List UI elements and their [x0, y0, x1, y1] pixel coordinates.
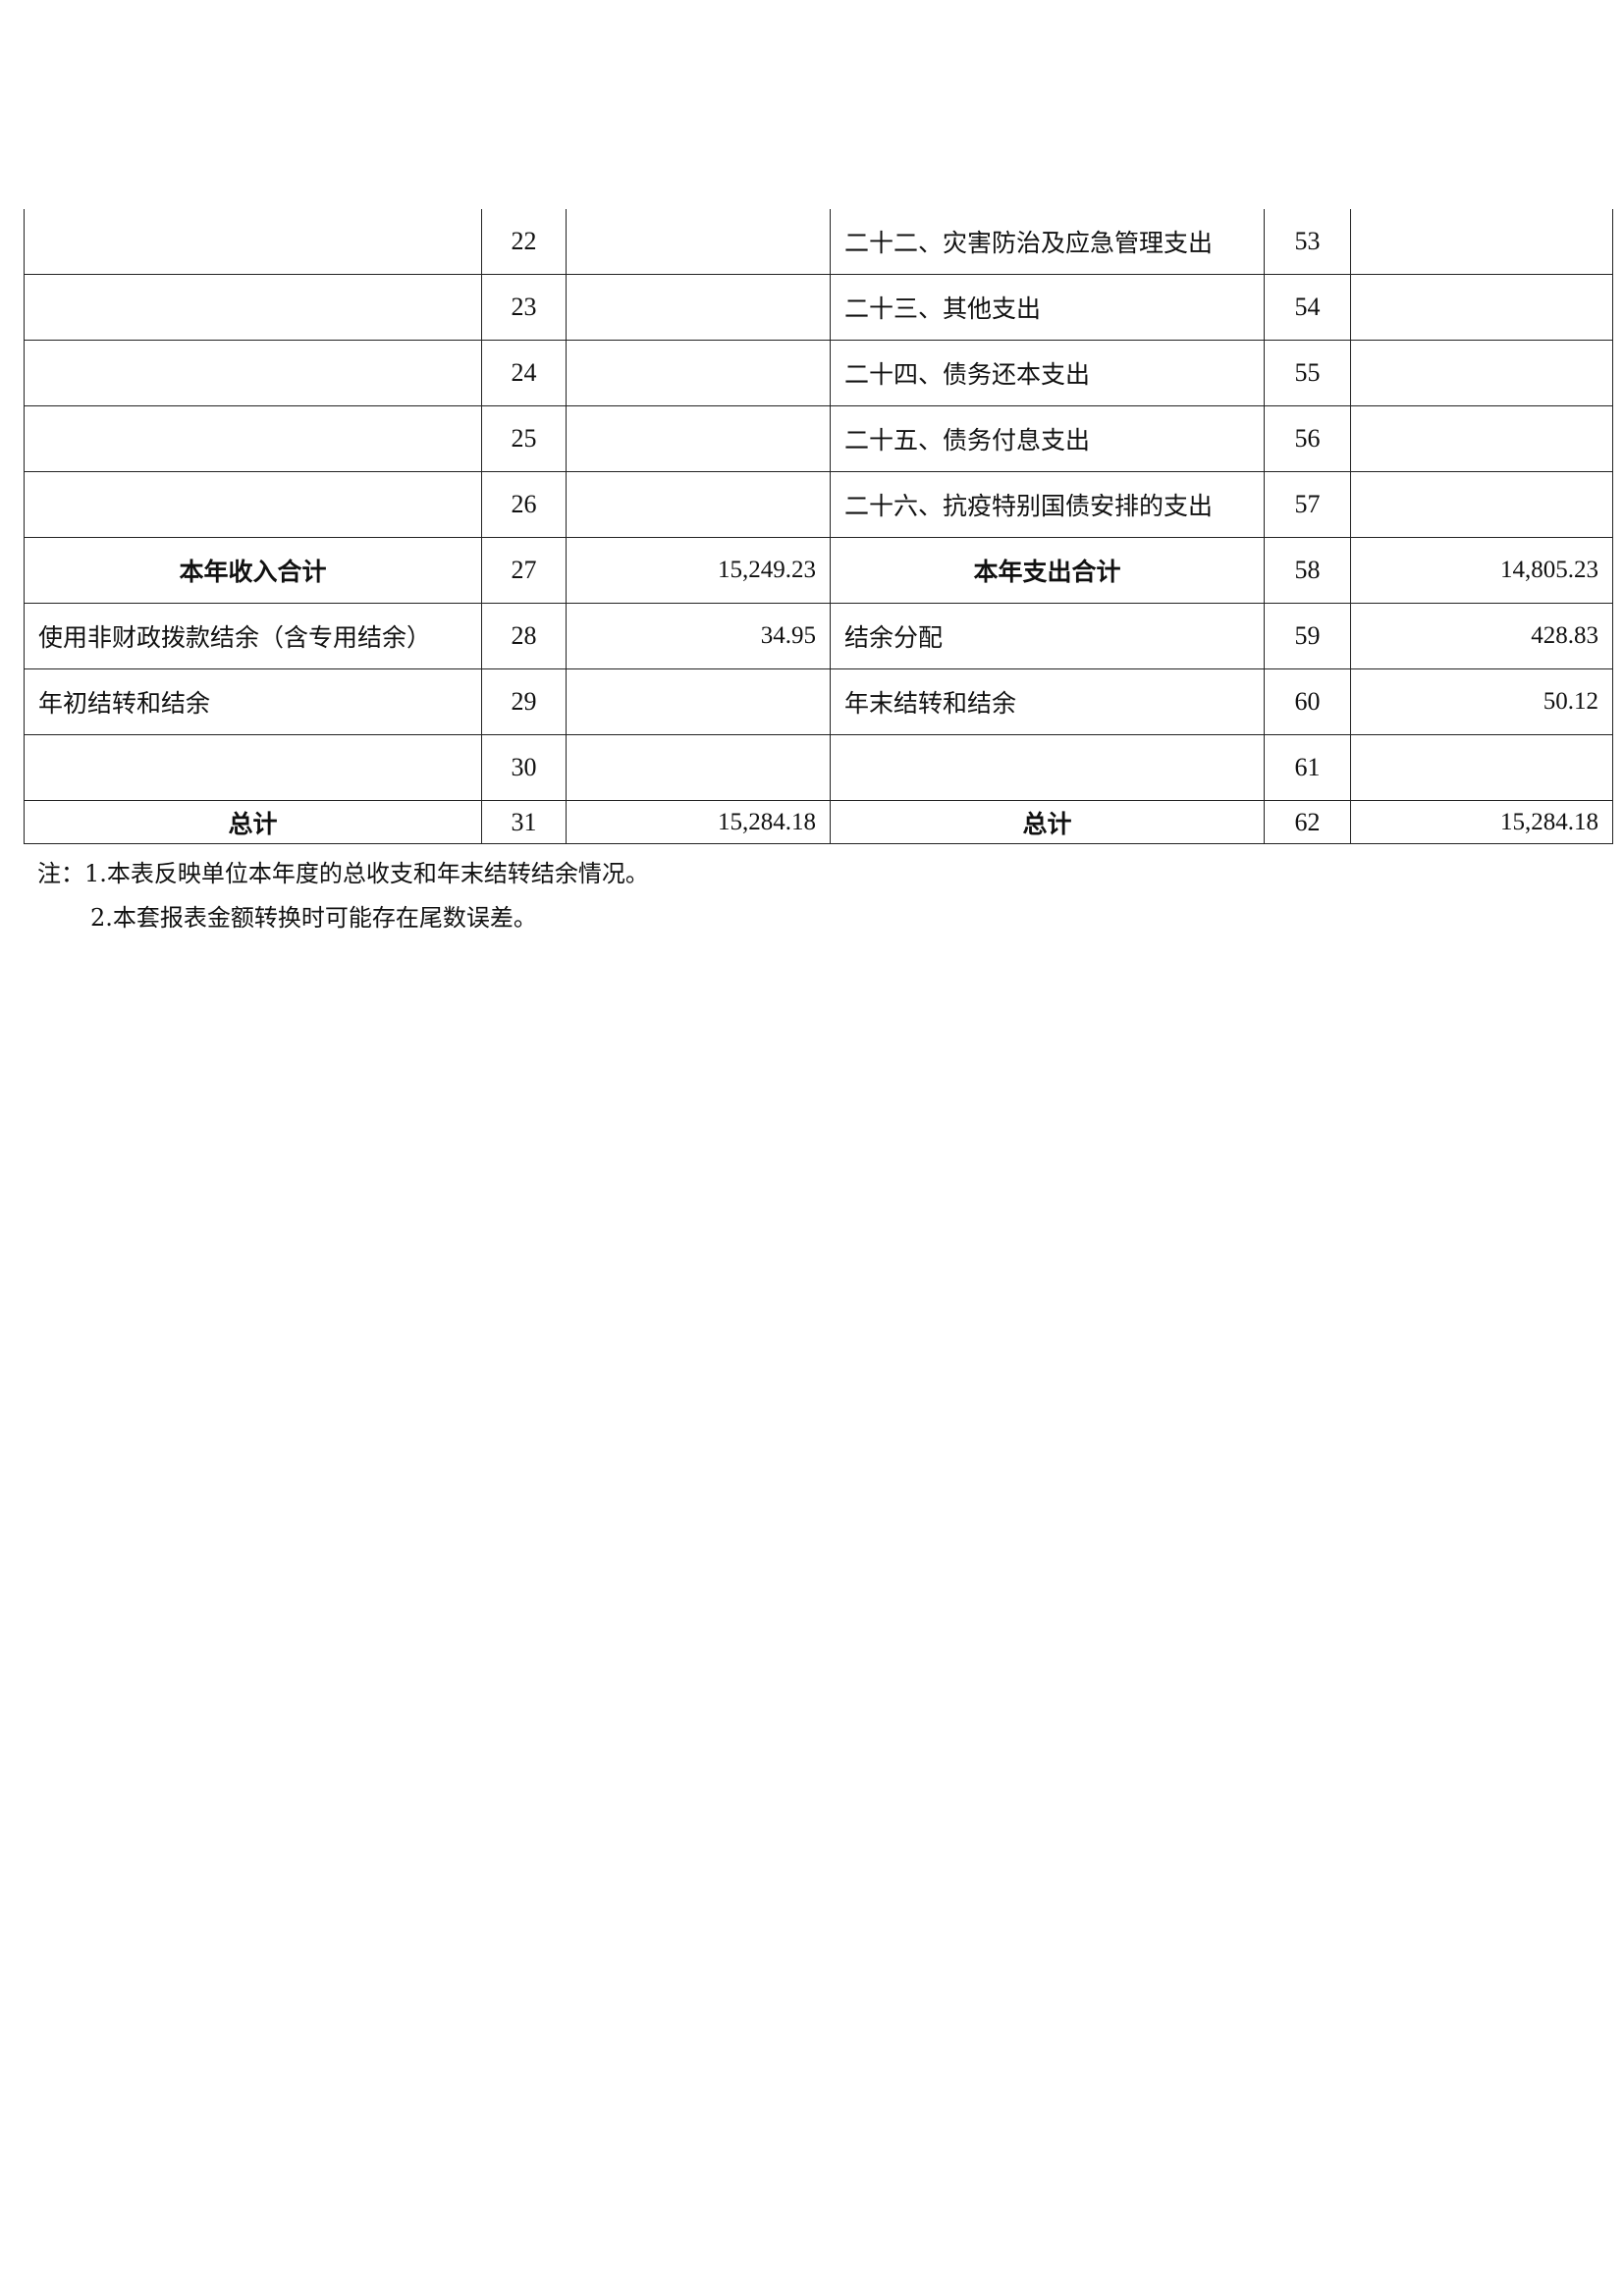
expenditure-amount — [1350, 471, 1613, 538]
income-item-label — [24, 734, 482, 801]
income-line-number: 23 — [481, 274, 567, 341]
income-line-number: 27 — [481, 537, 567, 604]
expenditure-item-label: 二十六、抗疫特别国债安排的支出 — [830, 471, 1265, 538]
income-amount — [566, 668, 831, 735]
income-item-label — [24, 340, 482, 406]
table-row: 年初结转和结余 29 年末结转和结余 60 50.12 — [24, 668, 1613, 735]
expenditure-line-number: 59 — [1264, 603, 1351, 669]
income-item-label — [24, 209, 482, 275]
expenditure-amount — [1350, 274, 1613, 341]
income-item-label: 总计 — [24, 800, 482, 844]
income-item-label — [24, 405, 482, 472]
income-amount — [566, 340, 831, 406]
income-item-label: 年初结转和结余 — [24, 668, 482, 735]
income-item-label: 使用非财政拨款结余（含专用结余） — [24, 603, 482, 669]
income-line-number: 31 — [481, 800, 567, 844]
expenditure-amount: 15,284.18 — [1350, 800, 1613, 844]
expenditure-item-label: 二十四、债务还本支出 — [830, 340, 1265, 406]
expenditure-amount — [1350, 340, 1613, 406]
income-amount — [566, 734, 831, 801]
expenditure-line-number: 60 — [1264, 668, 1351, 735]
income-item-label — [24, 274, 482, 341]
expenditure-line-number: 56 — [1264, 405, 1351, 472]
income-expenditure-table: 22 二十二、灾害防治及应急管理支出 53 23 二十三、其他支出 54 24 二十四、债务还… — [24, 209, 1613, 844]
expenditure-line-number: 55 — [1264, 340, 1351, 406]
income-item-label — [24, 471, 482, 538]
income-amount — [566, 471, 831, 538]
income-amount — [566, 209, 831, 275]
expenditure-line-number: 57 — [1264, 471, 1351, 538]
expenditure-amount — [1350, 734, 1613, 801]
expenditure-amount: 428.83 — [1350, 603, 1613, 669]
table-row: 23 二十三、其他支出 54 — [24, 274, 1613, 341]
table-row: 使用非财政拨款结余（含专用结余） 28 34.95 结余分配 59 428.83 — [24, 603, 1613, 669]
expenditure-item-label — [830, 734, 1265, 801]
income-amount — [566, 274, 831, 341]
expenditure-line-number: 61 — [1264, 734, 1351, 801]
expenditure-item-label: 年末结转和结余 — [830, 668, 1265, 735]
table-row: 22 二十二、灾害防治及应急管理支出 53 — [24, 209, 1613, 275]
table-row: 24 二十四、债务还本支出 55 — [24, 340, 1613, 406]
expenditure-line-number: 58 — [1264, 537, 1351, 604]
expenditure-item-label: 本年支出合计 — [830, 537, 1265, 604]
income-line-number: 25 — [481, 405, 567, 472]
expenditure-amount — [1350, 209, 1613, 275]
expenditure-amount: 50.12 — [1350, 668, 1613, 735]
table-row: 25 二十五、债务付息支出 56 — [24, 405, 1613, 472]
expenditure-item-label: 二十二、灾害防治及应急管理支出 — [830, 209, 1265, 275]
expenditure-line-number: 53 — [1264, 209, 1351, 275]
table-row: 26 二十六、抗疫特别国债安排的支出 57 — [24, 471, 1613, 538]
note-2: 2.本套报表金额转换时可能存在尾数误差。 — [90, 904, 537, 932]
income-line-number: 26 — [481, 471, 567, 538]
expenditure-item-label: 总计 — [830, 800, 1265, 844]
income-amount — [566, 405, 831, 472]
expenditure-amount — [1350, 405, 1613, 472]
expenditure-line-number: 54 — [1264, 274, 1351, 341]
income-line-number: 22 — [481, 209, 567, 275]
note-1: 注：1.本表反映单位本年度的总收支和年末结转结余情况。 — [37, 860, 649, 887]
income-line-number: 24 — [481, 340, 567, 406]
table-row: 30 61 — [24, 734, 1613, 801]
table-row: 总计 31 15,284.18 总计 62 15,284.18 — [24, 800, 1613, 844]
table-notes: 注：1.本表反映单位本年度的总收支和年末结转结余情况。 2.本套报表金额转换时可… — [37, 852, 649, 940]
income-amount: 15,284.18 — [566, 800, 831, 844]
expenditure-item-label: 二十五、债务付息支出 — [830, 405, 1265, 472]
income-line-number: 30 — [481, 734, 567, 801]
expenditure-item-label: 二十三、其他支出 — [830, 274, 1265, 341]
expenditure-item-label: 结余分配 — [830, 603, 1265, 669]
expenditure-amount: 14,805.23 — [1350, 537, 1613, 604]
income-line-number: 29 — [481, 668, 567, 735]
income-line-number: 28 — [481, 603, 567, 669]
income-amount: 34.95 — [566, 603, 831, 669]
table-row: 本年收入合计 27 15,249.23 本年支出合计 58 14,805.23 — [24, 537, 1613, 604]
expenditure-line-number: 62 — [1264, 800, 1351, 844]
income-item-label: 本年收入合计 — [24, 537, 482, 604]
income-amount: 15,249.23 — [566, 537, 831, 604]
